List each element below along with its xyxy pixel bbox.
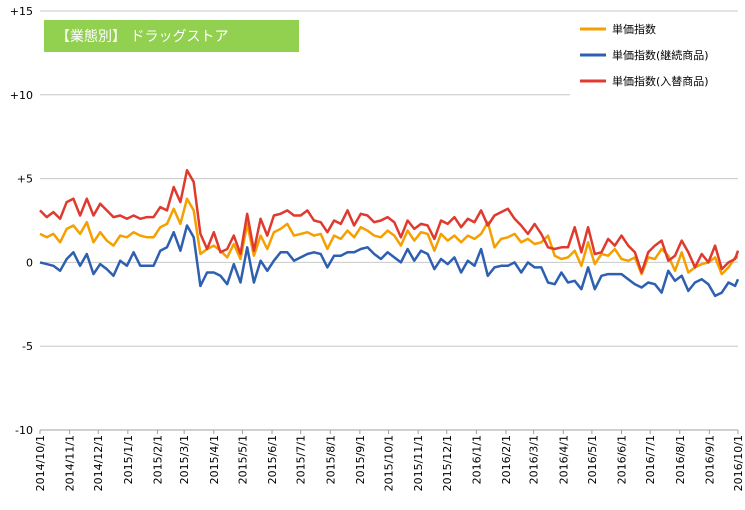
series-line-2	[39, 168, 740, 274]
x-tick-label: 2016/7/1	[644, 435, 657, 484]
legend-label-replaced: 単価指数(入替商品)	[612, 74, 709, 88]
x-tick-label: 2014/11/1	[64, 435, 77, 491]
x-tick-label: 2015/5/1	[236, 435, 249, 484]
x-tick-label: 2014/10/1	[34, 435, 47, 491]
x-tick-label: 2015/2/1	[151, 435, 164, 484]
y-tick-label: +5	[17, 173, 33, 186]
x-tick-label: 2016/3/1	[528, 435, 541, 484]
y-tick-label: +10	[10, 89, 33, 102]
x-axis-ticks: 2014/10/1 2014/11/1 2014/12/1 2015/1/1 2015/…	[34, 430, 745, 491]
series-line-0	[39, 197, 738, 276]
x-tick-label: 2016/5/1	[586, 435, 599, 484]
series-line-1	[39, 224, 740, 298]
x-tick-label: 2015/7/1	[295, 435, 308, 484]
y-tick-label: 0	[26, 256, 33, 269]
x-tick-label: 2016/10/1	[732, 435, 745, 491]
chart-title: 【業態別】 ドラッグストア	[44, 20, 299, 52]
x-tick-label: 2016/6/1	[616, 435, 629, 484]
y-axis-ticks: +15 +10 +5 0 -5 -10	[10, 5, 33, 437]
x-tick-label: 2015/11/1	[412, 435, 425, 491]
x-tick-label: 2014/12/1	[92, 435, 105, 491]
x-tick-label: 2015/9/1	[354, 435, 367, 484]
x-tick-label: 2015/12/1	[441, 435, 454, 491]
x-tick-label: 2015/1/1	[122, 435, 135, 484]
x-tick-label: 2016/8/1	[674, 435, 687, 484]
series-lines	[39, 168, 740, 298]
chart-title-box	[44, 20, 299, 52]
y-tick-label: -5	[22, 340, 33, 353]
x-tick-label: 2016/2/1	[500, 435, 513, 484]
x-tick-label: 2015/4/1	[208, 435, 221, 484]
y-tick-label: -10	[15, 424, 33, 437]
x-tick-label: 2015/8/1	[324, 435, 337, 484]
legend-label-unit-price: 単価指数	[612, 22, 656, 36]
y-tick-label: +15	[10, 5, 33, 18]
x-tick-label: 2015/6/1	[266, 435, 279, 484]
x-tick-label: 2016/4/1	[557, 435, 570, 484]
x-tick-label: 2016/9/1	[703, 435, 716, 484]
chart-title-text: 【業態別】 ドラッグストア	[56, 29, 228, 45]
legend: 単価指数 単価指数(継続商品) 単価指数(入替商品)	[570, 14, 742, 96]
legend-label-continued: 単価指数(継続商品)	[612, 48, 709, 62]
x-tick-label: 2016/1/1	[470, 435, 483, 484]
x-tick-label: 2015/3/1	[178, 435, 191, 484]
x-tick-label: 2015/10/1	[383, 435, 396, 491]
